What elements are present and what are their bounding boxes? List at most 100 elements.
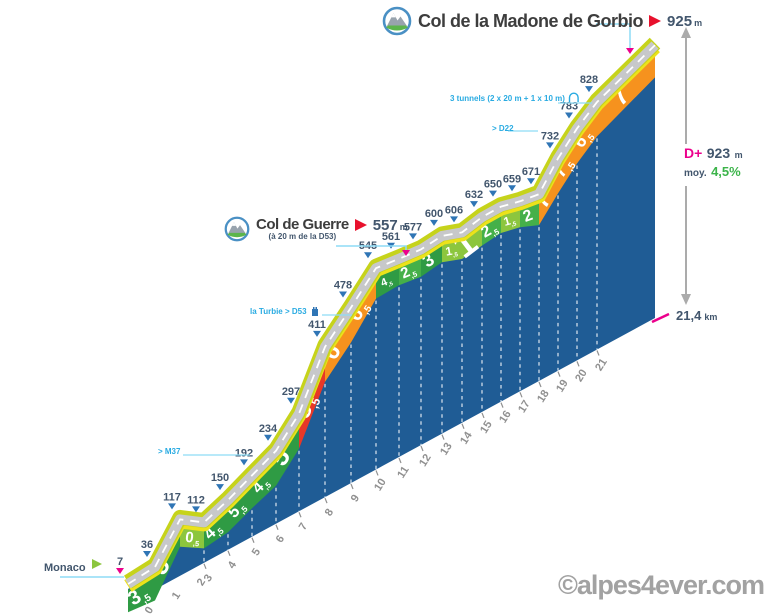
km-tick-label: 21 bbox=[593, 357, 610, 374]
blue-area bbox=[128, 50, 655, 604]
km-tick-label: 13 bbox=[438, 441, 455, 458]
elevation-marker-icon bbox=[409, 233, 417, 240]
elevation-label: 561 bbox=[382, 231, 400, 243]
mountain-badge-icon bbox=[382, 6, 412, 36]
start-label: Monaco bbox=[44, 559, 102, 574]
km-tick bbox=[441, 434, 445, 440]
watermark: ©alpes4ever.com bbox=[558, 570, 765, 600]
elevation-label: 606 bbox=[445, 204, 463, 216]
km-tick bbox=[298, 512, 302, 518]
elevation-marker-icon bbox=[168, 503, 176, 510]
elevation-label: 478 bbox=[334, 280, 352, 292]
elevation-label: 117 bbox=[163, 491, 181, 503]
pointer-lines bbox=[60, 23, 631, 578]
climb-extent-arrow bbox=[681, 27, 691, 305]
km-tick bbox=[350, 483, 354, 490]
km-tick bbox=[596, 350, 600, 356]
km-tick-label: 17 bbox=[516, 398, 533, 415]
km-tick-label: 0 bbox=[143, 605, 156, 614]
elevation-label: 36 bbox=[141, 539, 153, 551]
gradient-segment bbox=[442, 238, 462, 263]
elevation-marker-icon bbox=[264, 434, 272, 441]
elevation-label: 577 bbox=[404, 221, 422, 233]
annotation-turbie-text: la Turbie > D53 bbox=[250, 307, 307, 316]
magenta-markers bbox=[402, 48, 670, 324]
elevation-label: 671 bbox=[522, 166, 540, 178]
elevation-label: 732 bbox=[541, 130, 559, 142]
km-tick-label: 1 bbox=[170, 590, 183, 602]
elevation-marker-icon bbox=[339, 291, 347, 298]
summit-marker-icon bbox=[626, 48, 634, 54]
stats-block: D+ 923 m moy. 4,5% bbox=[684, 146, 743, 181]
total-distance: 21,4 km bbox=[676, 308, 718, 323]
km-tick bbox=[203, 563, 207, 570]
elevation-label: 411 bbox=[308, 319, 326, 331]
elevation-label: 234 bbox=[259, 423, 278, 435]
annotation-m37-text: > M37 bbox=[158, 447, 181, 456]
annotation-m37: > M37 bbox=[158, 447, 180, 456]
elevation-label: 650 bbox=[484, 179, 502, 191]
km-tick bbox=[398, 457, 402, 464]
km-tick bbox=[275, 524, 279, 530]
gradient-segment bbox=[228, 481, 252, 533]
castle-tower-icon bbox=[310, 305, 320, 318]
summit-elevation: 925 m bbox=[667, 12, 703, 30]
green-flag-icon bbox=[91, 559, 102, 569]
red-flag-icon bbox=[354, 219, 367, 231]
gradient-segment bbox=[128, 573, 155, 613]
summit-pointer-line bbox=[596, 23, 631, 48]
km-tick-label: 20 bbox=[573, 367, 590, 384]
elevation-marker-icon bbox=[546, 142, 554, 149]
annotation-turbie: la Turbie > D53 bbox=[250, 305, 320, 318]
total-climb: D+ 923 m bbox=[684, 145, 743, 161]
km-tick bbox=[375, 470, 379, 476]
km-tick bbox=[461, 423, 465, 429]
elevation-marker-icon bbox=[313, 330, 321, 337]
km-tick bbox=[538, 381, 542, 388]
col-de-guerre-title: Col de Guerre (à 20 m de la D53) 557 m bbox=[224, 216, 408, 242]
road bbox=[124, 37, 661, 592]
elevation-label: 632 bbox=[465, 189, 483, 201]
elevation-marker-icon bbox=[585, 86, 593, 93]
km-tick-label: 18 bbox=[535, 388, 552, 405]
km-tick-label: 11 bbox=[395, 464, 411, 480]
km-tick-label: 6 bbox=[274, 533, 287, 545]
average-gradient: moy. 4,5% bbox=[684, 163, 741, 179]
gradient-segment bbox=[252, 456, 276, 509]
elevation-label: 659 bbox=[503, 173, 521, 185]
km-tick-label: 4 bbox=[226, 559, 240, 571]
guerre-marker-icon bbox=[402, 250, 410, 256]
elevation-marker-icon bbox=[565, 112, 573, 119]
start-name: Monaco bbox=[44, 562, 86, 574]
km-tick bbox=[481, 412, 485, 419]
gradient-segment bbox=[462, 223, 482, 260]
km-tick-label: 2 bbox=[195, 576, 208, 588]
km-tick-label: 8 bbox=[323, 507, 336, 519]
km-tick-label: 14 bbox=[458, 429, 475, 446]
km-tick bbox=[227, 550, 231, 557]
elevation-label: 112 bbox=[187, 494, 205, 506]
elevation-label: 828 bbox=[580, 74, 598, 86]
km-tick bbox=[251, 537, 255, 543]
elevation-marker-icon bbox=[470, 201, 478, 208]
km-tick-label: 3 bbox=[202, 572, 215, 584]
red-flag-icon bbox=[649, 15, 662, 27]
km-tick-label: 7 bbox=[297, 521, 310, 533]
annotation-d22-text: > D22 bbox=[492, 124, 514, 133]
road-center-line bbox=[127, 44, 656, 585]
km-tick bbox=[500, 402, 504, 408]
elevation-label: 600 bbox=[425, 208, 443, 220]
col-de-guerre-elevation: 557 m bbox=[372, 217, 408, 234]
elevation-label: 150 bbox=[211, 472, 229, 484]
mountain-badge-icon bbox=[224, 216, 250, 242]
km-tick bbox=[324, 497, 328, 504]
km-tick-label: 9 bbox=[349, 493, 362, 505]
summit-title: Col de la Madone de Gorbio 925 m bbox=[382, 6, 702, 36]
elevation-label: 297 bbox=[282, 386, 300, 398]
km-tick-label: 15 bbox=[478, 419, 495, 436]
elevation-marker-icon bbox=[364, 252, 372, 259]
annotation-tunnels: 3 tunnels (2 x 20 m + 1 x 10 m) bbox=[450, 92, 580, 105]
